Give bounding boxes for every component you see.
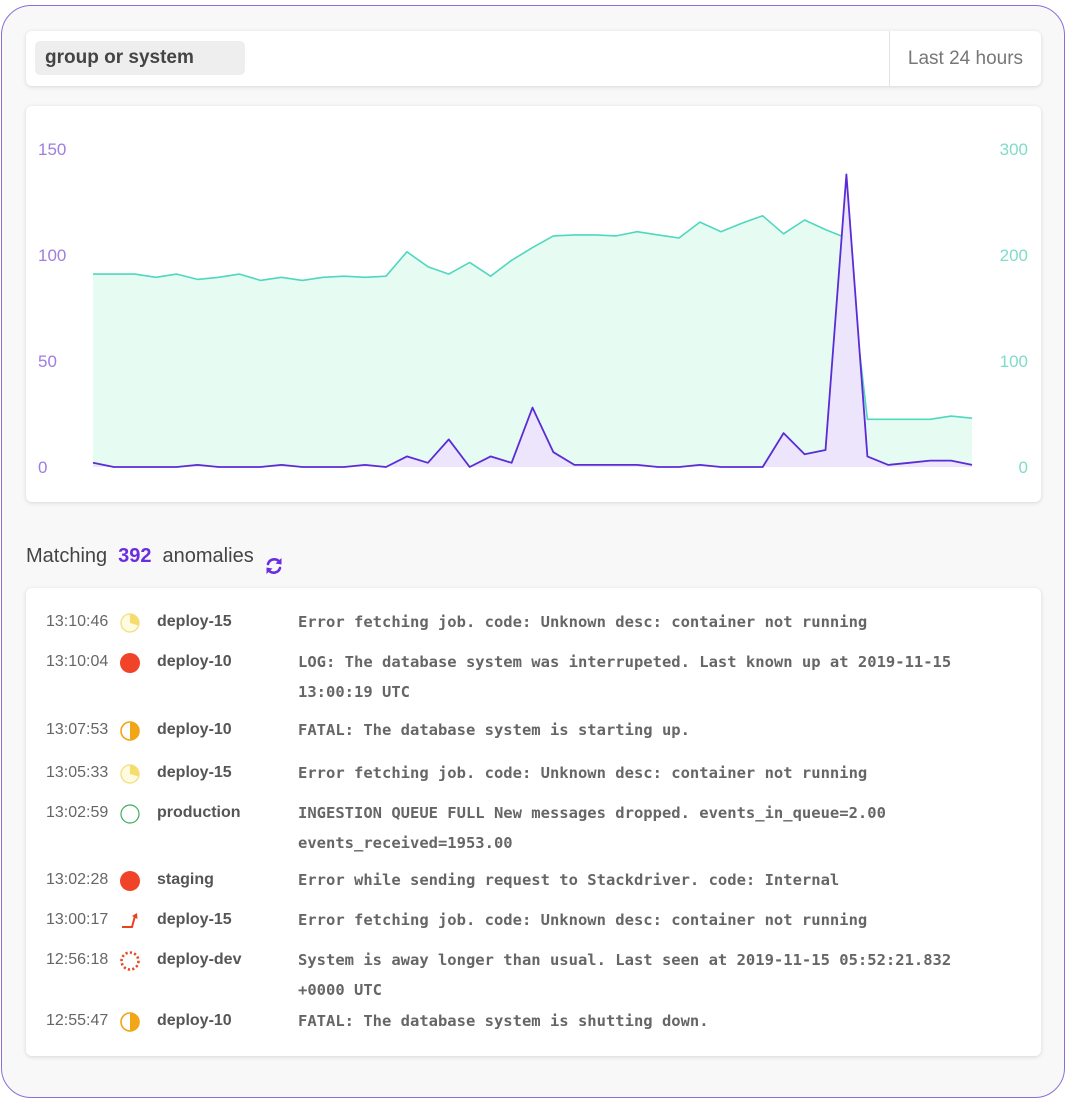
anomaly-count: 392 (118, 544, 152, 567)
summary-suffix: anomalies (162, 544, 254, 567)
left-axis-tick-label: 50 (38, 352, 57, 371)
anomaly-message: FATAL: The database system is starting u… (298, 721, 690, 739)
anomaly-message: FATAL: The database system is shutting d… (298, 1012, 709, 1030)
status-red-dot-icon (119, 870, 141, 892)
anomaly-message: Error fetching job. code: Unknown desc: … (298, 911, 868, 929)
status-spike-arrow-icon (119, 910, 141, 932)
right-axis-tick-label: 300 (1000, 140, 1028, 159)
right-axis-tick-label: 200 (1000, 246, 1028, 265)
search-input[interactable] (35, 41, 245, 75)
anomaly-time: 13:02:28 (46, 871, 109, 888)
anomaly-message: Error fetching job. code: Unknown desc: … (298, 764, 868, 782)
series-area-fill (93, 215, 972, 467)
chart-svg: 150 100 50 0 300 200 100 0 (38, 140, 1028, 477)
status-pie-light-icon (119, 612, 141, 634)
left-axis-tick-label: 0 (38, 458, 47, 477)
status-green-ring-icon (119, 803, 141, 825)
series-line (93, 215, 973, 421)
anomaly-message: Error while sending request to Stackdriv… (298, 871, 840, 889)
anomaly-system[interactable]: deploy-15 (157, 764, 232, 781)
anomaly-time: 13:07:53 (46, 721, 109, 738)
status-half-orange-icon (119, 1011, 141, 1033)
anomaly-system[interactable]: deploy-10 (157, 721, 232, 738)
right-axis-tick-label: 0 (1019, 458, 1028, 477)
matching-summary: Matching 392 anomalies (26, 536, 284, 576)
refresh-icon[interactable] (264, 556, 284, 576)
status-pie-light-icon (119, 763, 141, 785)
anomaly-time: 13:10:04 (46, 653, 109, 670)
anomaly-system[interactable]: staging (157, 871, 214, 888)
summary-prefix: Matching (26, 544, 108, 567)
left-axis-tick-label: 150 (38, 140, 66, 159)
anomaly-list: 13:10:46 deploy-15 Error fetching job. cod… (26, 588, 1041, 1056)
anomaly-time: 13:10:46 (46, 613, 109, 630)
anomaly-time: 12:56:18 (46, 951, 109, 968)
anomaly-message: Error fetching job. code: Unknown desc: … (298, 613, 868, 631)
time-range-selector[interactable]: Last 24 hours (889, 31, 1041, 86)
anomaly-message: LOG: The database system was interrupete… (298, 653, 952, 701)
left-axis-tick-label: 100 (38, 246, 66, 265)
anomaly-message: INGESTION QUEUE FULL New messages droppe… (298, 804, 886, 852)
anomaly-system[interactable]: deploy-dev (157, 951, 242, 968)
right-axis-tick-label: 100 (1000, 352, 1028, 371)
filter-bar: Last 24 hours (26, 31, 1041, 86)
anomaly-time: 12:55:47 (46, 1012, 109, 1029)
anomaly-message: System is away longer than usual. Last s… (298, 951, 952, 999)
anomaly-system[interactable]: production (157, 804, 241, 821)
anomaly-time: 13:00:17 (46, 911, 109, 928)
anomaly-system[interactable]: deploy-15 (157, 613, 232, 630)
anomaly-time: 13:05:33 (46, 764, 109, 781)
anomaly-chart: 150 100 50 0 300 200 100 0 (26, 106, 1041, 502)
status-dashed-ring-icon (119, 950, 141, 972)
anomaly-system[interactable]: deploy-15 (157, 911, 232, 928)
anomaly-time: 13:02:59 (46, 804, 109, 821)
series-line (92, 173, 973, 468)
anomaly-system[interactable]: deploy-10 (157, 1012, 232, 1029)
status-half-orange-icon (119, 720, 141, 742)
status-red-dot-icon (119, 652, 141, 674)
anomaly-system[interactable]: deploy-10 (157, 653, 232, 670)
